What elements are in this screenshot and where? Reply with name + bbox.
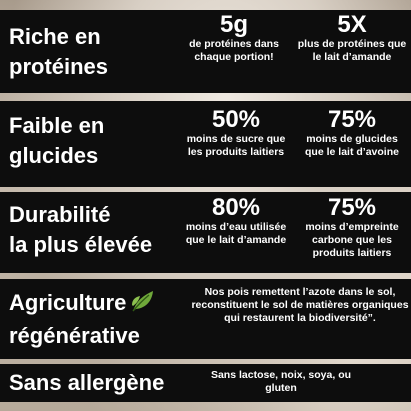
stat-protein-per-serving: 5g de protéines dans chaque portion!	[188, 12, 280, 64]
sustainability-title: Durabilité la plus élevée	[9, 200, 152, 260]
allergen-title: Sans allergène	[9, 368, 164, 398]
title-line: Durabilité	[9, 202, 111, 227]
leaf-icon	[130, 289, 156, 321]
stat-less-water: 80% moins d’eau utilisée que le lait d’a…	[184, 195, 288, 247]
stat-value: 5X	[337, 11, 367, 38]
stat-desc: plus de protéines que le lait d’amande	[297, 38, 407, 63]
regenerative-note: Nos pois remettent l’azote dans le sol, …	[191, 286, 409, 324]
title-line: glucides	[9, 143, 99, 168]
title-line: la plus élevée	[9, 232, 153, 257]
title-line: Agriculture	[9, 290, 127, 315]
stat-value: 5g	[219, 11, 248, 38]
regenerative-panel: Agriculture régénérative Nos pois remett…	[0, 279, 411, 359]
stat-desc: moins de sucre que les produits laitiers	[186, 133, 286, 158]
low-carb-title: Faible en glucides	[9, 111, 104, 171]
title-line: Riche en	[9, 24, 101, 49]
stat-less-sugar: 50% moins de sucre que les produits lait…	[186, 107, 286, 159]
stat-value: 75%	[327, 106, 377, 133]
regenerative-title: Agriculture régénérative	[9, 288, 156, 351]
allergen-panel: Sans allergène Sans lactose, noix, soya,…	[0, 364, 411, 402]
title-line: régénérative	[9, 323, 140, 348]
stat-protein-vs-almond: 5X plus de protéines que le lait d’amand…	[296, 12, 408, 64]
sustainability-panel: Durabilité la plus élevée 80% moins d’ea…	[0, 192, 411, 273]
allergen-note: Sans lactose, noix, soya, ou gluten	[210, 369, 352, 394]
stat-less-carbon: 75% moins d’empreinte carbone que les pr…	[294, 195, 410, 260]
stat-value: 80%	[211, 194, 261, 221]
title-line: Faible en	[9, 113, 105, 138]
stat-less-carbs: 75% moins de glucides que le lait d’avoi…	[296, 107, 408, 159]
stat-desc: moins d’eau utilisée que le lait d’amand…	[185, 221, 287, 246]
title-line: protéines	[9, 54, 109, 79]
stat-desc: de protéines dans chaque portion!	[189, 38, 279, 63]
protein-panel: Riche en protéines 5g de protéines dans …	[0, 10, 411, 93]
stat-desc: moins d’empreinte carbone que les produi…	[305, 221, 399, 259]
stat-desc: moins de glucides que le lait d’avoine	[305, 133, 399, 158]
stat-value: 50%	[211, 106, 261, 133]
protein-title: Riche en protéines	[9, 22, 108, 82]
title-line: Sans allergène	[9, 370, 165, 395]
stat-value: 75%	[327, 194, 377, 221]
low-carb-panel: Faible en glucides 50% moins de sucre qu…	[0, 101, 411, 187]
